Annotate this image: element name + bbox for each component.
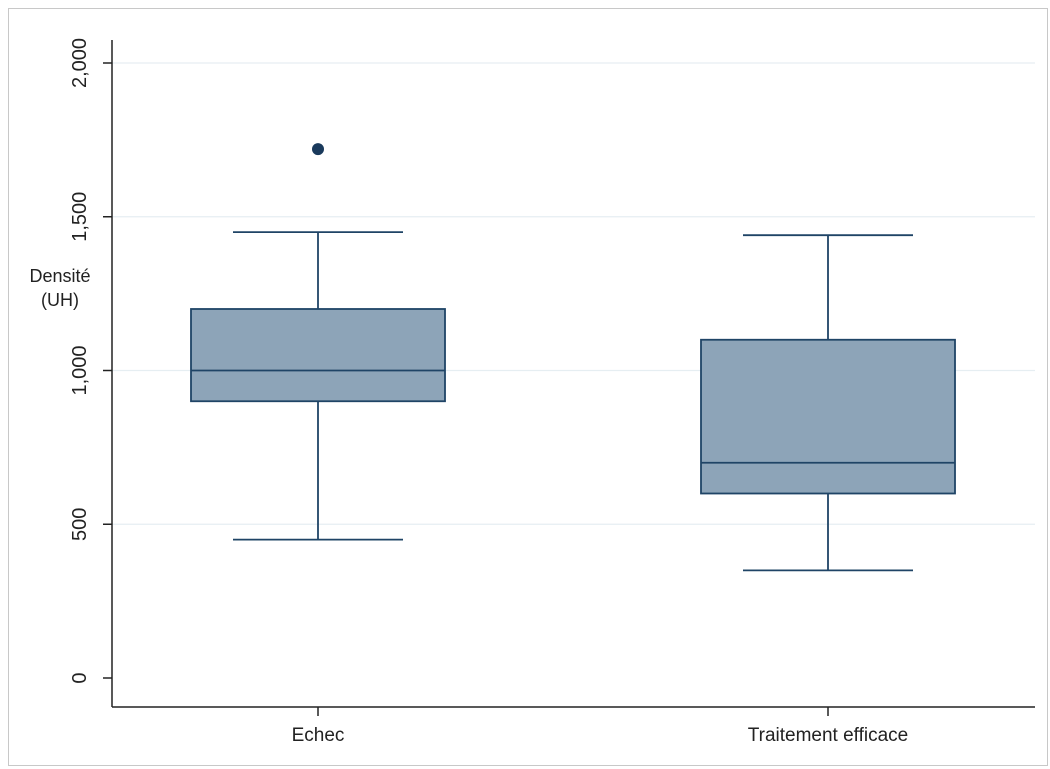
box-group <box>190 143 446 541</box>
y-tick-labels: 0 500 1,000 1,500 2,000 <box>69 38 91 684</box>
x-category-label: Echec <box>292 725 345 746</box>
y-axis-label-line: Densité <box>29 266 90 286</box>
y-axis-label-line: (UH) <box>41 290 79 310</box>
axes <box>103 40 1035 716</box>
y-tick-label: 0 <box>69 672 91 683</box>
x-category-label: Traitement efficace <box>748 725 909 746</box>
y-tick-label: 1,000 <box>69 345 91 395</box>
x-category-labels: Echec Traitement efficace <box>292 725 909 746</box>
boxes <box>190 143 956 572</box>
y-tick-label: 2,000 <box>69 38 91 88</box>
y-tick-label: 500 <box>69 508 91 541</box>
iqr-box <box>700 338 956 495</box>
iqr-box <box>190 308 446 403</box>
y-tick-label: 1,500 <box>69 192 91 242</box>
box-group <box>700 234 956 572</box>
y-axis-label: Densité (UH) <box>29 266 90 310</box>
outlier-point <box>312 143 324 156</box>
